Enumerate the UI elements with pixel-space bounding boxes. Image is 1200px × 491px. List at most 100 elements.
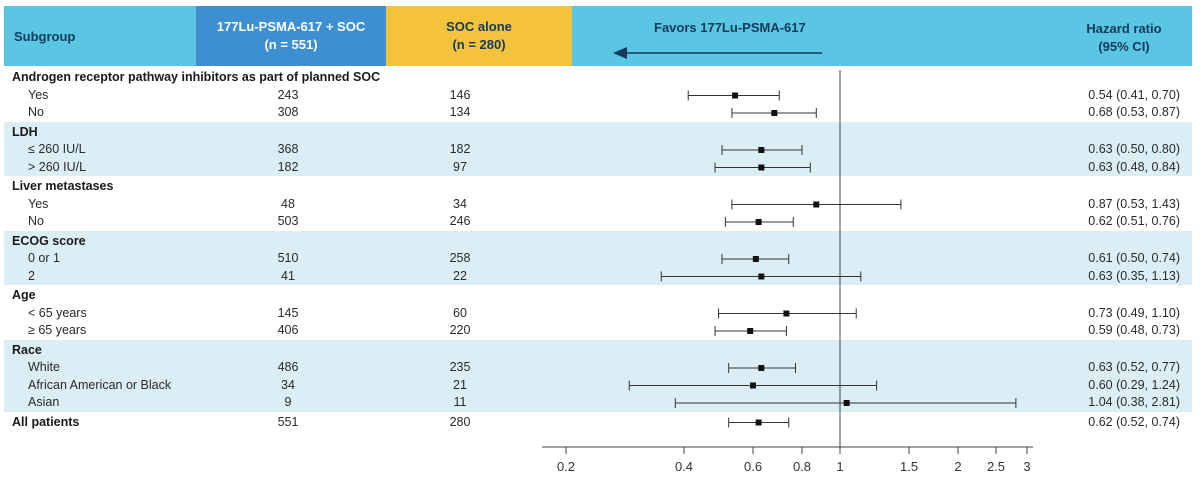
n-soc: 134: [449, 105, 471, 119]
n-soc: 22: [453, 268, 467, 283]
hazard-ratio-value: 0.63 (0.52, 0.77): [1088, 360, 1180, 374]
subgroup-label: No: [28, 105, 44, 119]
header-favors: Favors 177Lu-PSMA-617: [654, 20, 806, 35]
subgroup-label: ≤ 260 IU/L: [28, 142, 86, 156]
n-soc: 34: [453, 196, 467, 211]
header-treatment-arm: 177Lu-PSMA-617 + SOC (n = 551): [196, 6, 386, 66]
n-soc: 146: [449, 87, 471, 102]
hr-point: [758, 273, 765, 280]
n-soc: 21: [453, 377, 467, 392]
subgroup-category: Androgen receptor pathway inhibitors as …: [12, 70, 381, 84]
n-treatment: 368: [277, 142, 299, 156]
n-treatment: 308: [277, 105, 299, 119]
n-soc: 11: [453, 395, 467, 409]
hr-point: [732, 92, 739, 99]
n-soc: 182: [449, 142, 471, 156]
subgroup-label: Asian: [28, 395, 60, 409]
hazard-ratio-value: 0.62 (0.51, 0.76): [1088, 214, 1180, 228]
header-subgroup: Subgroup: [14, 29, 76, 44]
subgroup-label: > 260 IU/L: [28, 159, 87, 174]
subgroup-label: 0 or 1: [28, 251, 60, 265]
x-tick-label: 3: [1023, 459, 1030, 474]
x-tick-label: 0.4: [675, 459, 693, 474]
hazard-ratio-value: 0.63 (0.35, 1.13): [1088, 268, 1180, 283]
n-soc: 220: [449, 323, 471, 337]
x-tick-label: 1: [836, 459, 843, 474]
n-soc: 246: [449, 214, 471, 228]
n-soc: 235: [449, 360, 471, 374]
row-band: [4, 339, 1192, 412]
hazard-ratio-value: 0.87 (0.53, 1.43): [1088, 196, 1180, 211]
n-treatment: 41: [281, 268, 295, 283]
hr-point: [813, 201, 820, 208]
n-treatment: 406: [277, 323, 299, 337]
n-treatment: 551: [277, 414, 299, 429]
n-soc: 97: [453, 159, 467, 174]
row-band: [4, 230, 1192, 285]
subgroup-category: Age: [12, 288, 36, 302]
hazard-ratio-value: 0.63 (0.50, 0.80): [1088, 142, 1180, 156]
hr-point: [783, 310, 790, 317]
subgroup-category: LDH: [12, 124, 38, 139]
n-soc: 258: [449, 251, 471, 265]
x-tick-label: 0.6: [744, 459, 762, 474]
subgroup-label: White: [28, 360, 60, 374]
row-band: [4, 121, 1192, 176]
n-treatment: 182: [277, 159, 299, 174]
n-soc: 280: [449, 414, 471, 429]
hazard-ratio-value: 0.60 (0.29, 1.24): [1088, 377, 1180, 392]
header-hazard-ratio: Hazard ratio (95% CI): [1054, 20, 1194, 56]
subgroup-category: Liver metastases: [12, 179, 114, 193]
header-treatment-label: 177Lu-PSMA-617 + SOC: [216, 19, 366, 34]
hazard-ratio-value: 0.61 (0.50, 0.74): [1088, 251, 1180, 265]
hazard-ratio-value: 1.04 (0.38, 2.81): [1088, 395, 1180, 409]
hr-point: [758, 164, 765, 171]
header-soc-arm: SOC alone (n = 280): [386, 6, 572, 66]
hr-point: [750, 382, 757, 389]
hr-point: [752, 256, 759, 262]
header-hr-label: Hazard ratio: [1086, 21, 1162, 36]
hr-point: [755, 419, 762, 426]
header-soc-label: SOC alone: [446, 19, 512, 34]
subgroup-label: All patients: [12, 414, 80, 429]
n-soc: 60: [453, 305, 467, 320]
hr-point: [755, 219, 762, 225]
x-tick-label: 2.5: [987, 459, 1005, 474]
hr-point: [843, 400, 850, 406]
hazard-ratio-value: 0.54 (0.41, 0.70): [1088, 87, 1180, 102]
subgroup-label: ≥ 65 years: [28, 323, 87, 337]
favors-arrow-head: [613, 47, 627, 59]
x-tick-label: 0.2: [557, 459, 575, 474]
hr-point: [758, 147, 765, 153]
n-treatment: 34: [281, 377, 295, 392]
x-tick-label: 1.5: [900, 459, 918, 474]
subgroup-category: ECOG score: [12, 233, 86, 248]
hazard-ratio-value: 0.62 (0.52, 0.74): [1088, 414, 1180, 429]
subgroup-category: Race: [12, 342, 42, 357]
subgroup-label: Yes: [28, 87, 49, 102]
x-tick-label: 0.8: [793, 459, 811, 474]
hr-point: [758, 365, 765, 371]
n-treatment: 503: [277, 214, 299, 228]
n-treatment: 243: [277, 87, 299, 102]
n-treatment: 145: [277, 305, 299, 320]
subgroup-label: African American or Black: [28, 377, 172, 392]
n-treatment: 9: [284, 395, 292, 409]
hazard-ratio-value: 0.63 (0.48, 0.84): [1088, 159, 1180, 174]
n-treatment: 486: [277, 360, 299, 374]
hr-point: [771, 110, 778, 116]
subgroup-label: No: [28, 214, 44, 228]
hazard-ratio-value: 0.68 (0.53, 0.87): [1088, 105, 1180, 119]
hr-point: [747, 328, 754, 334]
subgroup-label: 2: [28, 268, 35, 283]
hazard-ratio-value: 0.59 (0.48, 0.73): [1088, 323, 1180, 337]
header-hr-ci: (95% CI): [1098, 39, 1150, 54]
header-soc-n: (n = 280): [452, 37, 506, 52]
hazard-ratio-value: 0.73 (0.49, 1.10): [1088, 305, 1180, 320]
subgroup-label: < 65 years: [28, 305, 87, 320]
subgroup-label: Yes: [28, 196, 49, 211]
n-treatment: 48: [281, 196, 295, 211]
n-treatment: 510: [277, 251, 299, 265]
header-treatment-n: (n = 551): [264, 37, 318, 52]
